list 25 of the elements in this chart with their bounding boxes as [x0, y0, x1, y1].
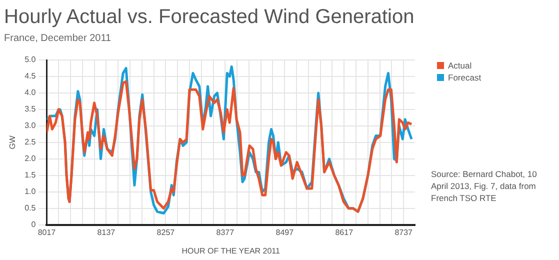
x-tick-label: 8377	[216, 228, 235, 237]
y-tick-label: 5.0	[24, 55, 36, 64]
y-tick-label: 1.5	[24, 170, 36, 180]
x-tick-label: 8257	[156, 228, 176, 237]
x-axis-title: HOUR OF THE YEAR 2011	[182, 246, 281, 256]
y-tick-label: 0	[31, 220, 36, 230]
y-tick-label: 4.0	[24, 88, 36, 98]
y-tick-label: 0.5	[24, 204, 36, 213]
source-note: Source: Bernard Chabot, 10 April 2013, Fig. 7, data from French TSO RTE	[431, 168, 538, 204]
y-axis-title: GW	[8, 135, 18, 150]
y-tick-label: 4.5	[24, 72, 36, 81]
y-tick-label: 2.0	[24, 154, 36, 164]
y-tick-label: 1.0	[24, 187, 36, 196]
legend-label: Actual	[448, 60, 472, 70]
y-tick-label: 2.5	[24, 138, 36, 147]
x-tick-label: 8137	[97, 228, 116, 237]
chart-subtitle: France, December 2011	[4, 33, 112, 44]
chart-title: Hourly Actual vs. Forecasted Wind Generation	[4, 6, 414, 29]
x-tick-label: 8017	[38, 228, 56, 237]
x-tick-label: 8737	[394, 228, 414, 237]
x-tick-label: 8617	[335, 228, 354, 237]
x-tick-label: 8497	[276, 228, 294, 237]
y-tick-label: 3.0	[24, 121, 36, 130]
legend-label: Forecast	[448, 72, 482, 82]
y-tick-label: 3.5	[24, 104, 36, 114]
